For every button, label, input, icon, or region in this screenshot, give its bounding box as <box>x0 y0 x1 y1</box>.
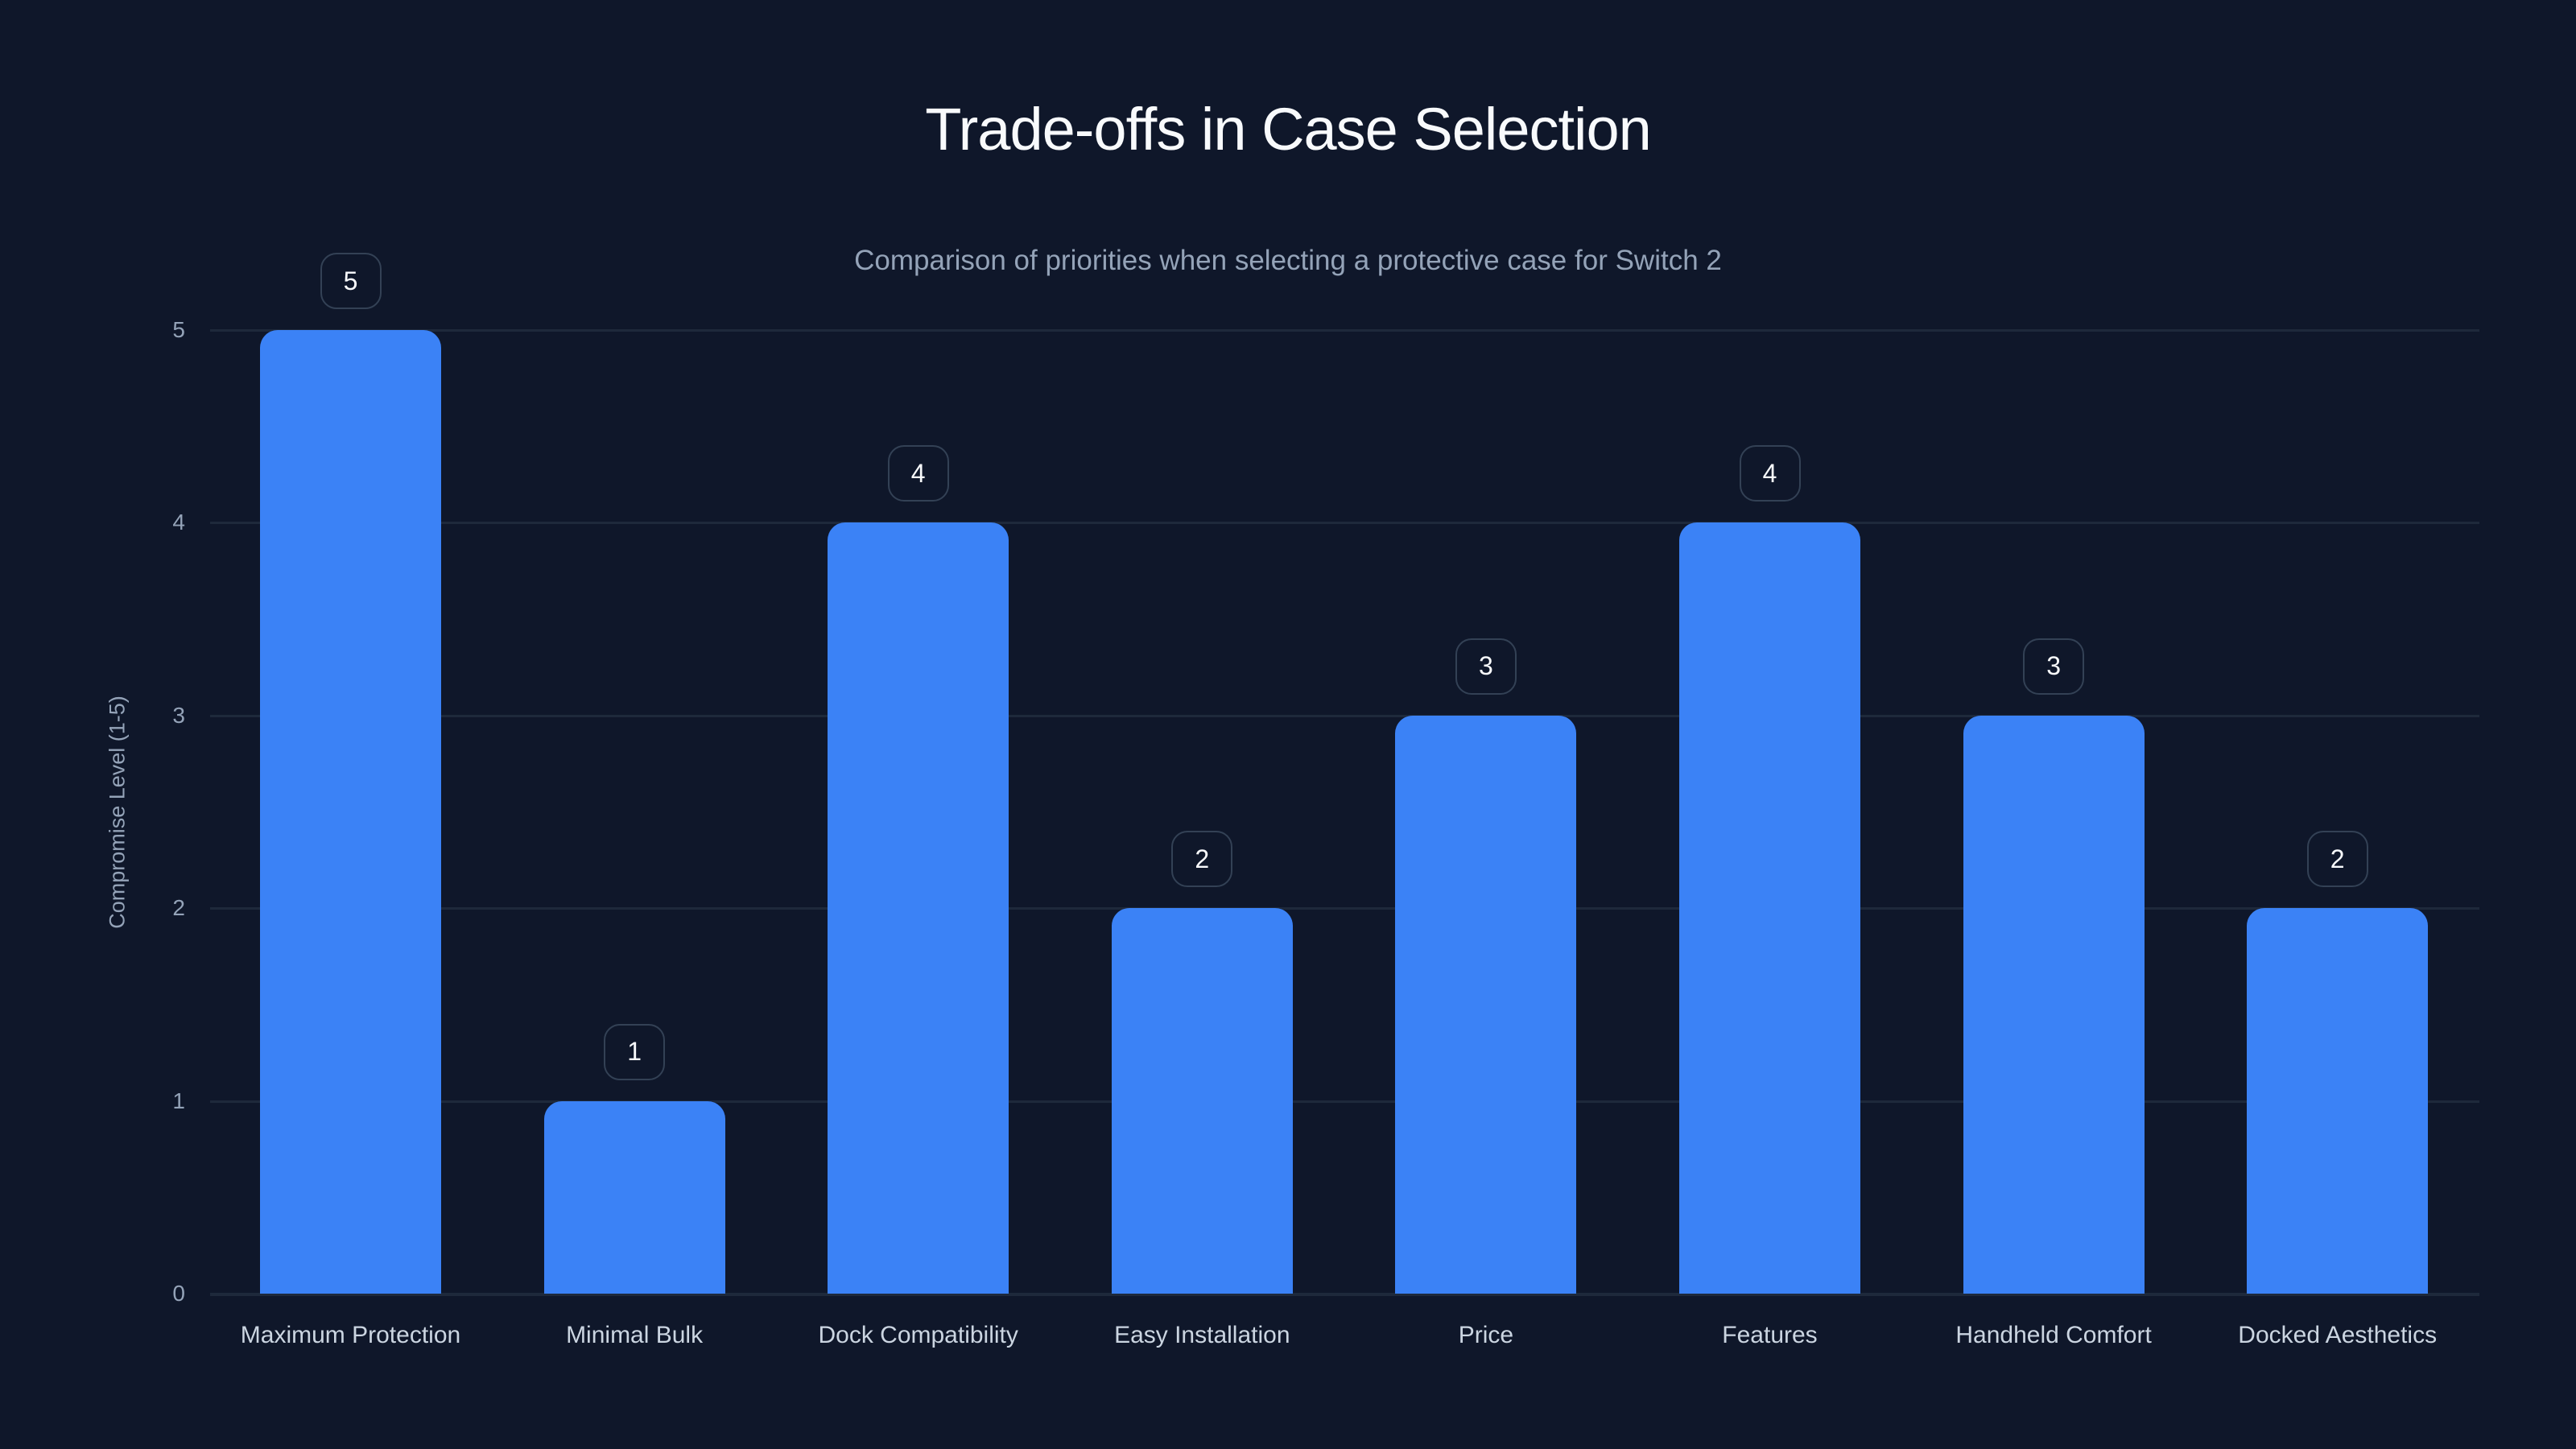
value-label-badge: 3 <box>2023 638 2085 695</box>
value-label-badge: 4 <box>1739 445 1801 502</box>
y-tick-label: 3 <box>172 702 185 728</box>
gridline <box>210 522 2479 525</box>
value-label-badge: 5 <box>320 253 382 309</box>
bar[interactable] <box>1111 908 1293 1294</box>
y-tick-label: 0 <box>172 1281 185 1306</box>
x-tick-label: Dock Compatibility <box>818 1322 1018 1348</box>
bar[interactable] <box>2247 908 2429 1294</box>
x-tick-label: Maximum Protection <box>240 1322 461 1348</box>
x-tick-label: Handheld Comfort <box>1955 1322 2152 1348</box>
gridline <box>210 329 2479 332</box>
x-tick-label: Minimal Bulk <box>566 1322 704 1348</box>
gridline <box>210 907 2479 910</box>
bar[interactable] <box>260 330 441 1294</box>
x-axis-baseline <box>210 1293 2479 1296</box>
value-label-badge: 2 <box>2306 831 2368 888</box>
y-tick-label: 5 <box>172 317 185 342</box>
value-label-badge: 3 <box>1455 638 1517 695</box>
x-tick-label: Features <box>1722 1322 1818 1348</box>
value-label-badge: 1 <box>604 1023 666 1080</box>
bar[interactable] <box>1679 522 1860 1294</box>
chart-title: Trade-offs in Case Selection <box>925 96 1652 163</box>
bar[interactable] <box>543 1100 725 1294</box>
x-tick-label: Easy Installation <box>1114 1322 1290 1348</box>
y-tick-label: 2 <box>172 895 185 921</box>
y-tick-label: 4 <box>172 510 185 535</box>
gridline <box>210 714 2479 717</box>
bar[interactable] <box>1395 715 1577 1294</box>
bar[interactable] <box>1963 715 2145 1294</box>
x-tick-label: Price <box>1458 1322 1514 1348</box>
value-label-badge: 4 <box>887 445 949 502</box>
bar[interactable] <box>828 522 1009 1294</box>
value-label-badge: 2 <box>1171 831 1233 888</box>
chart-subtitle: Comparison of priorities when selecting … <box>854 245 1722 276</box>
x-tick-label: Docked Aesthetics <box>2238 1322 2438 1348</box>
y-tick-label: 1 <box>172 1088 185 1113</box>
gridline <box>210 1100 2479 1103</box>
